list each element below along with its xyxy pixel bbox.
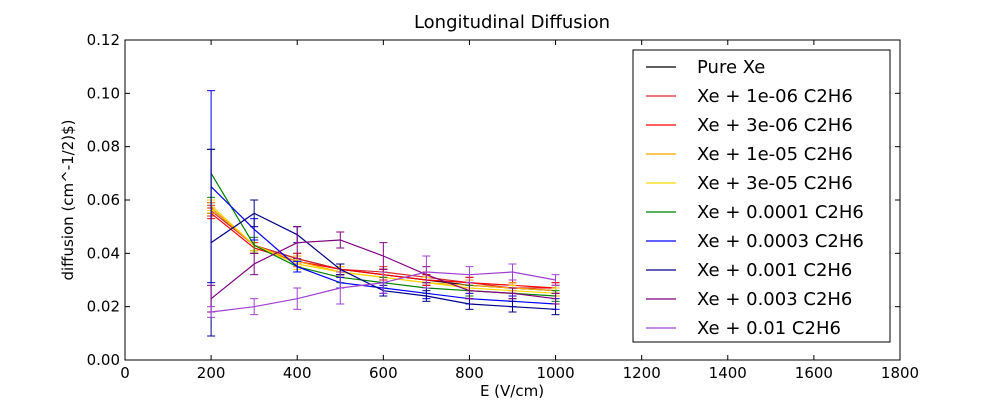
legend-item: Pure Xe [646, 57, 765, 78]
x-tick-label: 0 [120, 364, 130, 382]
y-tick-label: 0.02 [87, 298, 120, 316]
legend-label: Xe + 3e-06 C2H6 [697, 115, 853, 136]
legend-box [632, 49, 891, 343]
x-tick-label: 400 [283, 364, 312, 382]
x-tick-label: 1800 [881, 364, 919, 382]
legend-label: Xe + 0.001 C2H6 [697, 260, 852, 281]
y-tick-label: 0.12 [87, 31, 120, 49]
y-tick-label: 0.00 [87, 351, 120, 369]
legend-label: Pure Xe [697, 57, 765, 78]
x-tick-label: 1600 [795, 364, 833, 382]
x-tick-label: 1400 [709, 364, 747, 382]
legend-label: Xe + 0.0001 C2H6 [697, 202, 864, 223]
y-axis: 0.00 0.02 0.04 0.06 0.08 0.10 0.12 [87, 31, 900, 369]
series-layer [207, 90, 560, 337]
legend-label: Xe + 1e-05 C2H6 [697, 144, 853, 165]
legend-item: Xe + 3e-06 C2H6 [646, 115, 853, 136]
y-axis-label: diffusion (cm^-1/2)$) [59, 119, 77, 280]
y-tick-label: 0.10 [87, 84, 120, 102]
legend-label: Xe + 3e-05 C2H6 [697, 173, 853, 194]
legend-item: Xe + 0.0001 C2H6 [646, 202, 864, 223]
chart-title: Longitudinal Diffusion [414, 12, 610, 33]
y-tick-label: 0.08 [87, 138, 120, 156]
legend: Pure Xe Xe + 1e-06 C2H6 Xe + 3e-06 C2H6 Xe … [632, 49, 891, 343]
legend-label: Xe + 0.003 C2H6 [697, 289, 852, 310]
x-tick-label: 1200 [623, 364, 661, 382]
series-line [210, 239, 556, 300]
x-tick-label: 800 [455, 364, 484, 382]
legend-label: Xe + 1e-06 C2H6 [697, 86, 853, 107]
y-tick-label: 0.06 [87, 191, 120, 209]
x-tick-label: 200 [197, 364, 226, 382]
series-line [211, 271, 556, 313]
legend-item: Xe + 3e-05 C2H6 [646, 173, 853, 194]
series-9 [207, 255, 560, 318]
legend-label: Xe + 0.0003 C2H6 [697, 231, 864, 252]
x-tick-label: 600 [369, 364, 398, 382]
legend-item: Xe + 0.0003 C2H6 [646, 231, 864, 252]
legend-item: Xe + 0.001 C2H6 [646, 260, 852, 281]
y-tick-label: 0.04 [87, 244, 120, 262]
legend-item: Xe + 0.003 C2H6 [646, 289, 852, 310]
legend-label: Xe + 0.01 C2H6 [697, 318, 841, 339]
legend-item: Xe + 1e-05 C2H6 [646, 144, 853, 165]
legend-item: Xe + 1e-06 C2H6 [646, 86, 853, 107]
legend-item: Xe + 0.01 C2H6 [646, 318, 841, 339]
x-axis: 0 200 400 600 800 1000 1200 1400 1600 1800 [120, 40, 919, 382]
x-tick-label: 1000 [536, 364, 574, 382]
x-axis-label: E (V/cm) [480, 382, 544, 400]
